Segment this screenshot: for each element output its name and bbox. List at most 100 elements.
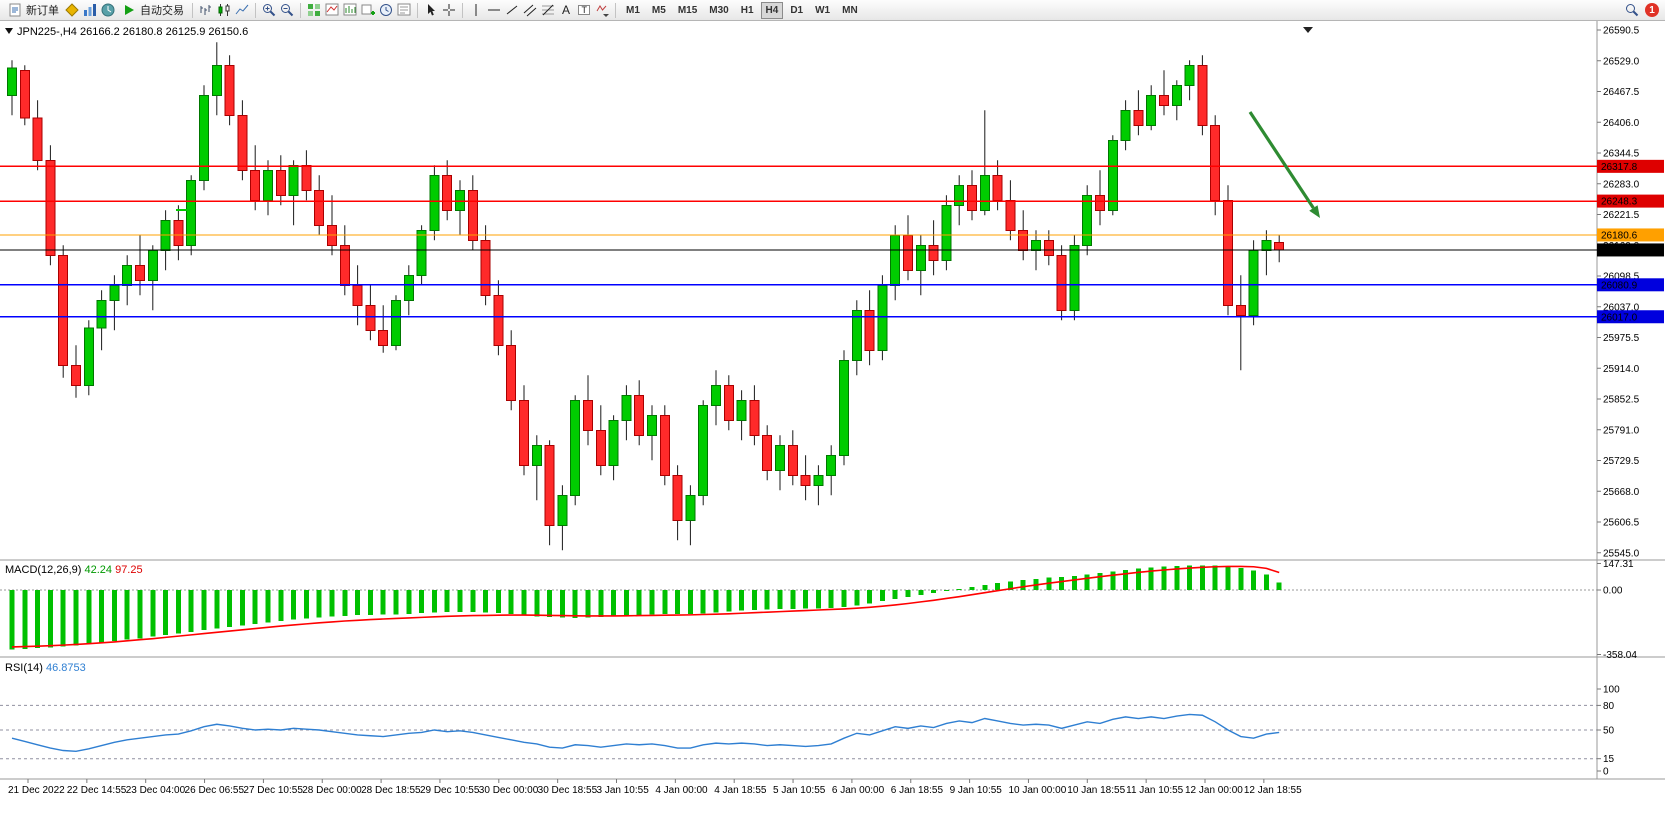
time-axis-label: 12 Jan 00:00	[1185, 785, 1243, 796]
autotrading-label: 自动交易	[140, 5, 184, 17]
macd-histogram-bar	[60, 590, 66, 647]
candle-body	[314, 189, 325, 226]
navigator-icon[interactable]	[100, 2, 116, 18]
horizontal-line-tool-icon[interactable]	[486, 2, 502, 18]
macd-histogram-bar	[1123, 569, 1129, 590]
candle-body	[1171, 84, 1182, 106]
timeframe-m30[interactable]: M30	[709, 4, 729, 16]
macd-histogram-bar	[751, 590, 757, 610]
symbol-dropdown-icon[interactable]	[5, 28, 13, 34]
indicators-icon[interactable]	[324, 2, 340, 18]
autotrading-button[interactable]: 自动交易	[118, 1, 187, 20]
macd-histogram-bar	[175, 590, 181, 634]
rsi-line	[11, 713, 1280, 753]
candle-body	[787, 444, 798, 476]
chart-properties-icon[interactable]	[396, 2, 412, 18]
chart-canvas[interactable]: 26590.5 26529.0 26467.5 26406.0 26344.5 26283…	[0, 21, 1665, 829]
new-order-button[interactable]: 新订单	[4, 1, 62, 20]
candle-body	[211, 64, 222, 96]
line-chart-icon[interactable]	[234, 2, 250, 18]
trend-arrow-line[interactable]	[1248, 111, 1315, 209]
candle-body	[954, 184, 965, 206]
candle-body	[659, 414, 670, 476]
time-axis-label: 22 Dec 14:55	[67, 785, 127, 796]
text-tool-icon[interactable]: A	[558, 2, 574, 18]
current-price-tag-label: 26150.6	[1601, 245, 1638, 256]
cursor-icon[interactable]	[423, 2, 439, 18]
candle-body	[493, 294, 504, 346]
search-icon[interactable]	[1624, 2, 1640, 18]
rsi-axis-label: 100	[1603, 685, 1620, 696]
macd-histogram-bar	[956, 588, 962, 590]
zoom-in-icon[interactable]	[261, 2, 277, 18]
candle-body	[467, 189, 478, 241]
timeframe-mn[interactable]: MN	[842, 4, 858, 16]
macd-histogram-bar	[1263, 574, 1269, 590]
timeframe-m5[interactable]: M5	[651, 4, 666, 16]
price-axis-label: 25668.0	[1603, 487, 1640, 498]
level-price-tag-label: 26180.6	[1601, 230, 1638, 241]
text-label-tool-icon[interactable]: T	[576, 2, 592, 18]
candle-body	[621, 394, 632, 421]
candle-body	[685, 494, 696, 521]
macd-histogram-bar	[1135, 568, 1141, 590]
candle-body	[967, 184, 977, 211]
toolbar-separator	[255, 2, 256, 18]
candle-body	[263, 169, 273, 201]
arrows-dropdown-icon[interactable]	[594, 2, 610, 18]
add-indicator-icon[interactable]	[360, 2, 376, 18]
timeframe-h4[interactable]: H4	[760, 1, 784, 19]
metaeditor-icon[interactable]	[64, 2, 80, 18]
candle-body	[429, 174, 440, 231]
price-axis-label: 25545.0	[1603, 548, 1640, 559]
candlestick-chart-icon[interactable]	[216, 2, 232, 18]
candle-body	[647, 414, 657, 436]
timeframe-m15[interactable]: M15	[677, 4, 698, 16]
vertical-line-tool-icon[interactable]	[468, 2, 484, 18]
timeframe-d1[interactable]: D1	[790, 4, 804, 16]
candle-body	[749, 399, 760, 436]
candle-body	[1223, 199, 1233, 306]
toolbar-separator	[300, 2, 301, 18]
market-watch-icon[interactable]	[82, 2, 98, 18]
macd-histogram-bar	[1110, 571, 1116, 590]
macd-histogram-bar	[636, 590, 642, 616]
candle-body	[365, 304, 376, 331]
price-axis-label: 26590.5	[1603, 26, 1640, 37]
candle-body	[199, 94, 209, 181]
candle-body	[903, 234, 913, 271]
macd-histogram-bar	[457, 590, 463, 612]
macd-histogram-bar	[815, 590, 821, 609]
candle-body	[32, 117, 43, 161]
macd-histogram-bar	[828, 590, 834, 609]
candle-body	[979, 174, 990, 211]
macd-histogram-bar	[879, 590, 885, 602]
clock-icon[interactable]	[378, 2, 394, 18]
trendline-tool-icon[interactable]	[504, 2, 520, 18]
notification-badge[interactable]: 1	[1645, 3, 1659, 17]
timeframe-w1[interactable]: W1	[815, 4, 831, 16]
time-axis-label: 30 Dec 00:00	[479, 785, 539, 796]
candle-body	[1043, 239, 1054, 256]
timeframe-m1[interactable]: M1	[626, 4, 640, 16]
macd-histogram-bar	[9, 590, 15, 650]
macd-histogram-bar	[303, 590, 309, 619]
bar-chart-icon[interactable]	[198, 2, 214, 18]
tile-windows-icon[interactable]	[306, 2, 322, 18]
indicator-window-icon[interactable]	[342, 2, 358, 18]
timeframe-h1[interactable]: H1	[740, 4, 754, 16]
macd-histogram-bar	[521, 590, 527, 616]
time-axis-label: 6 Jan 18:55	[891, 785, 944, 796]
equidistant-channel-tool-icon[interactable]	[522, 2, 538, 18]
chart-shift-marker[interactable]	[1303, 27, 1313, 33]
candle-body	[595, 429, 606, 466]
crosshair-icon[interactable]	[441, 2, 457, 18]
macd-histogram-bar	[534, 590, 540, 617]
candle-body	[1056, 254, 1067, 311]
candle-body	[1261, 239, 1272, 251]
fibonacci-tool-icon[interactable]	[540, 2, 556, 18]
macd-signal-line	[11, 565, 1280, 648]
macd-histogram-bar	[124, 590, 130, 640]
zoom-out-icon[interactable]	[279, 2, 295, 18]
trend-arrow-head[interactable]	[1309, 205, 1320, 218]
